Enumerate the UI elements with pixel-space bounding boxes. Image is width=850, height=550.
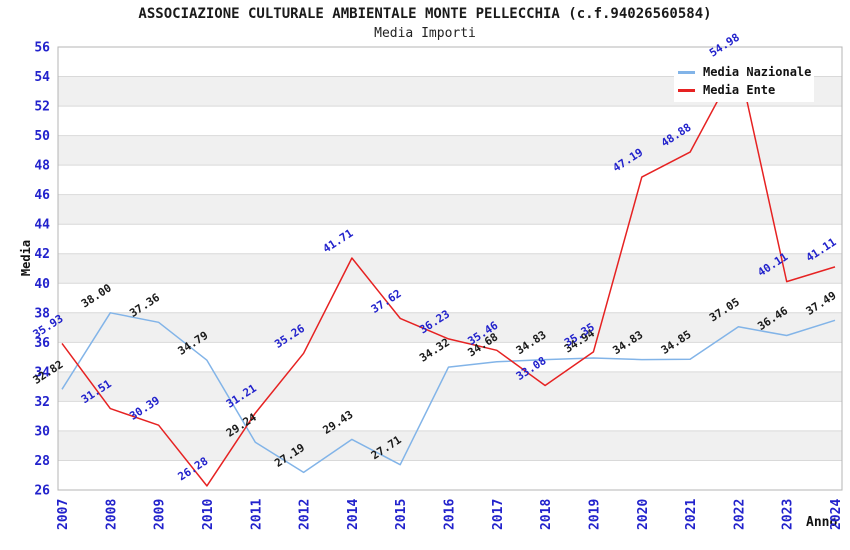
legend-swatch-media-nazionale-icon — [678, 70, 695, 74]
chart-title: ASSOCIAZIONE CULTURALE AMBIENTALE MONTE … — [138, 6, 712, 22]
plot-band — [58, 430, 842, 461]
legend-label-media-ente: Media Ente — [703, 83, 776, 97]
x-tick-label: 2018 — [539, 499, 554, 530]
x-tick-label: 2008 — [104, 499, 119, 530]
y-tick-label: 56 — [34, 41, 50, 56]
plot-band — [58, 312, 842, 343]
y-tick-label: 54 — [34, 70, 50, 85]
x-tick-label: 2023 — [781, 499, 796, 530]
legend-item-media-nazionale: Media Nazionale — [678, 65, 812, 79]
series-line-1 — [61, 61, 836, 487]
x-tick-label: 2017 — [491, 499, 506, 530]
data-label: 54.98 — [707, 31, 742, 60]
data-label: 38.00 — [79, 281, 114, 310]
x-tick-label: 2021 — [684, 499, 699, 530]
y-tick-label: 30 — [34, 424, 50, 439]
chart-subtitle: Media Importi — [374, 26, 476, 41]
y-tick-label: 42 — [34, 247, 50, 262]
x-tick-label: 2022 — [732, 499, 747, 530]
y-tick-label: 32 — [34, 395, 50, 410]
data-label: 37.62 — [369, 287, 404, 316]
y-axis-title: Media — [19, 240, 33, 276]
y-tick-label: 26 — [34, 484, 50, 499]
x-tick-label: 2010 — [201, 499, 216, 530]
plot-band — [58, 194, 842, 225]
plot-band — [58, 135, 842, 166]
x-tick-label: 2011 — [249, 499, 264, 530]
plot-border — [57, 46, 843, 491]
y-tick-label: 48 — [34, 159, 50, 174]
series-line-0 — [61, 312, 836, 474]
legend-swatch-media-ente-icon — [678, 88, 695, 92]
y-tick-label: 52 — [34, 100, 50, 115]
plot-band — [58, 253, 842, 284]
y-tick-label: 34 — [34, 365, 50, 380]
x-tick-label: 2016 — [443, 499, 458, 530]
x-tick-label: 2019 — [587, 499, 602, 530]
y-tick-label: 40 — [34, 277, 50, 292]
x-tick-label: 2015 — [394, 499, 409, 530]
y-tick-label: 36 — [34, 336, 50, 351]
x-tick-label: 2012 — [298, 499, 313, 530]
y-tick-label: 44 — [34, 218, 50, 233]
plot-band — [58, 371, 842, 402]
legend-label-media-nazionale: Media Nazionale — [703, 65, 812, 79]
y-tick-label: 28 — [34, 454, 50, 469]
y-tick-label: 38 — [34, 306, 50, 321]
y-tick-label: 46 — [34, 188, 50, 203]
x-tick-label: 2024 — [829, 499, 844, 530]
legend: Media Nazionale Media Ente — [674, 60, 814, 102]
x-tick-label: 2009 — [153, 499, 168, 530]
x-tick-label: 2020 — [636, 499, 651, 530]
legend-item-media-ente: Media Ente — [678, 83, 810, 97]
x-tick-label: 2014 — [346, 499, 361, 530]
y-tick-label: 50 — [34, 129, 50, 144]
x-axis-title: Anno — [806, 515, 837, 530]
data-label: 41.71 — [321, 226, 356, 255]
x-tick-label: 2007 — [56, 499, 71, 530]
